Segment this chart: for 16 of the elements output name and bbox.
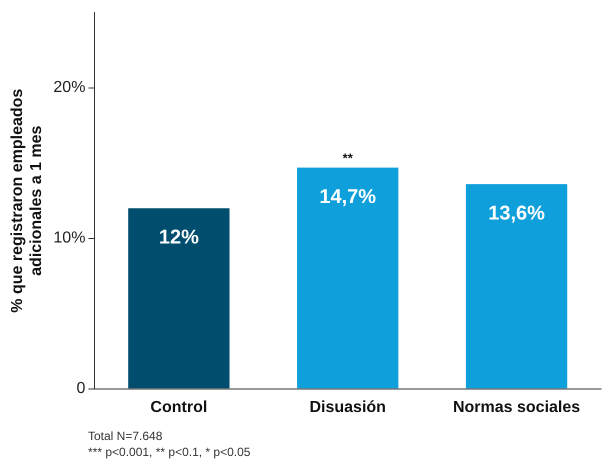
data-label: 14,7% [319, 186, 376, 208]
y-tick-label: 10% [53, 230, 86, 247]
text: *** p<0.001, ** p<0.1, * p<0.05 [88, 444, 250, 460]
bar [466, 184, 568, 388]
bar [297, 168, 398, 388]
data-label: 13,6% [488, 202, 546, 225]
y-tick-label: 20% [53, 79, 86, 96]
y-axis-title: % que registraron empleados adicionales a 1 mes [9, 88, 46, 313]
x-tick-label: Control [150, 398, 208, 416]
x-tick-label: Normas sociales [452, 398, 580, 416]
bar [128, 208, 230, 388]
text: Total N=7.648 [88, 428, 164, 444]
y-tick-label: 0 [76, 380, 86, 398]
data-label: 12% [158, 226, 200, 249]
x-tick-label: Disuasión [309, 398, 386, 416]
annotation: ** [342, 150, 354, 166]
